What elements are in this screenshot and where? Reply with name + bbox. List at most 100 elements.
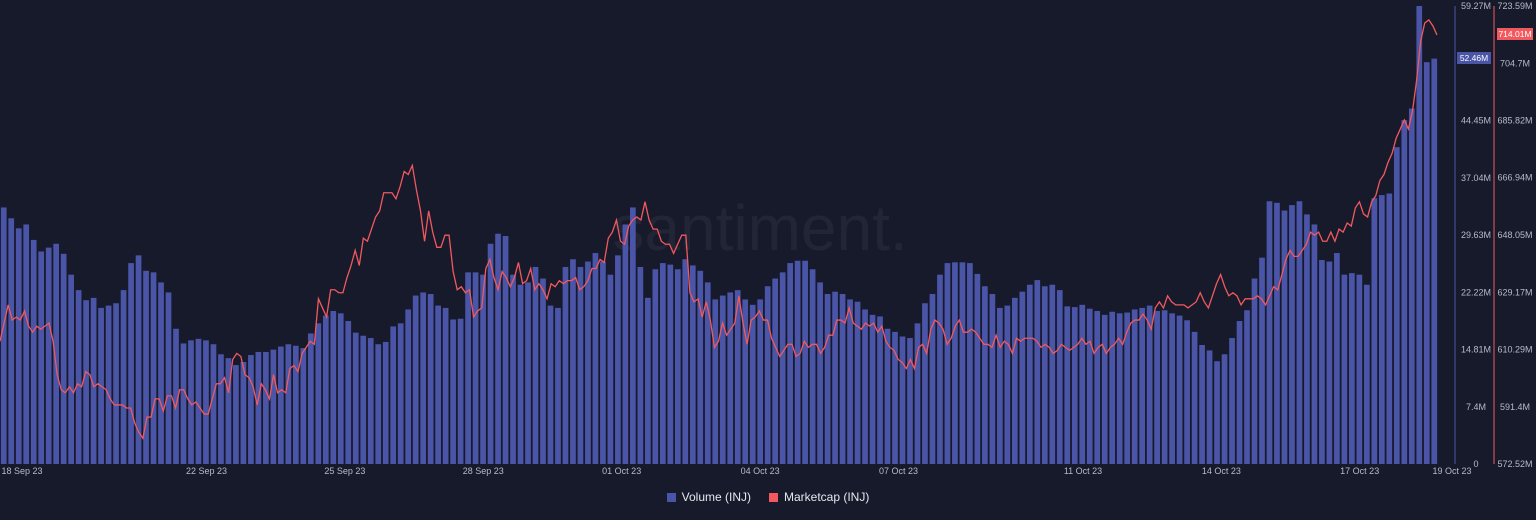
marketcap-badge-bg <box>1497 28 1533 40</box>
volume-bar <box>420 292 427 464</box>
volume-bar <box>150 272 157 464</box>
volume-bar <box>1229 338 1235 464</box>
volume-bar <box>892 331 898 464</box>
volume-bar <box>1266 201 1273 464</box>
volume-bar <box>1371 198 1378 464</box>
volume-bar <box>502 236 509 464</box>
volume-bar <box>1416 6 1423 464</box>
volume-bar <box>719 295 726 464</box>
volume-bar <box>180 343 187 464</box>
volume-bar <box>1109 311 1116 464</box>
volume-bar <box>83 300 89 464</box>
volume-bar <box>53 243 60 464</box>
volume-bar <box>8 218 15 464</box>
volume-bar <box>240 362 247 464</box>
volume-bar <box>75 290 82 464</box>
volume-bar <box>764 286 771 464</box>
volume-bar <box>607 274 614 464</box>
volume-bar <box>847 299 853 464</box>
volume-bar <box>1259 257 1265 464</box>
volume-bar <box>1199 345 1205 464</box>
volume-bar <box>592 253 599 464</box>
volume-bar <box>757 299 764 464</box>
y-axis-marketcap: 572.52M 591.4M 610.29M 629.17M 648.05M 666.94… <box>1497 1 1532 469</box>
volume-bar <box>682 259 689 464</box>
volume-bar <box>495 233 501 464</box>
volume-bar <box>307 333 314 464</box>
volume-bar <box>195 338 202 464</box>
volume-bar <box>1244 310 1250 464</box>
x-axis: 18 Sep 23 22 Sep 23 25 Sep 23 28 Sep 23 01 O… <box>1 466 1471 476</box>
volume-bar <box>1423 62 1430 465</box>
volume-bar <box>60 253 67 464</box>
marketcap-line <box>0 18 1438 440</box>
volume-bar <box>967 263 973 464</box>
volume-bar <box>1296 201 1303 464</box>
legend-item-marketcap[interactable]: Marketcap (INJ) <box>769 490 869 504</box>
volume-bars <box>0 6 1438 465</box>
y-right-tick-label: 685.82M <box>1497 116 1532 126</box>
volume-bar <box>1019 291 1026 464</box>
volume-bar <box>322 315 329 464</box>
volume-bar <box>1101 314 1108 464</box>
volume-bar <box>1408 108 1415 464</box>
volume-bar <box>854 301 861 464</box>
volume-bar <box>1154 311 1160 464</box>
volume-bar <box>263 351 269 464</box>
volume-bar <box>824 294 831 464</box>
volume-bar <box>667 264 674 464</box>
volume-bar <box>877 316 883 464</box>
volume-bar <box>869 314 876 464</box>
x-tick-label: 07 Oct 23 <box>879 466 918 476</box>
volume-bar <box>772 278 779 464</box>
x-tick-label: 11 Oct 23 <box>1064 466 1102 476</box>
volume-bar <box>1349 273 1355 464</box>
y-right-tick-label: 723.59M <box>1497 1 1532 11</box>
volume-bar <box>188 340 194 464</box>
volume-bar <box>233 365 239 464</box>
x-tick-label: 01 Oct 23 <box>602 466 641 476</box>
volume-bar <box>1281 210 1288 464</box>
volume-bar <box>1311 224 1318 464</box>
volume-bar <box>487 243 494 464</box>
volume-bar <box>1236 321 1243 464</box>
volume-bar <box>839 294 846 464</box>
y-right-tick-label: 629.17M <box>1497 287 1532 297</box>
volume-bar <box>997 307 1003 464</box>
volume-bar <box>794 260 801 464</box>
volume-bar <box>517 284 524 464</box>
y-left-tick-label: 59.27M <box>1461 1 1491 11</box>
volume-bar <box>1139 307 1146 464</box>
volume-bar <box>278 346 284 464</box>
y-right-tick-label: 666.94M <box>1497 173 1532 183</box>
volume-bar <box>1386 193 1393 465</box>
volume-badge-bg <box>1457 52 1491 64</box>
last-value-badges: 52.46M 714.01M <box>1457 28 1533 64</box>
volume-bar <box>1364 284 1370 464</box>
volume-bar <box>1041 286 1048 464</box>
legend-item-volume[interactable]: Volume (INJ) <box>666 490 751 504</box>
volume-bar <box>105 305 112 464</box>
volume-bar <box>120 290 127 464</box>
volume-bar <box>1094 311 1101 464</box>
volume-bar <box>480 274 486 464</box>
volume-bar <box>300 348 307 464</box>
x-tick-label: 22 Sep 23 <box>186 466 227 476</box>
volume-bar <box>248 355 254 464</box>
volume-bar <box>510 274 516 464</box>
legend-swatch-marketcap <box>769 492 778 502</box>
volume-bar <box>1131 309 1138 464</box>
volume-bar <box>158 282 164 464</box>
volume-bar <box>532 266 539 464</box>
volume-bar <box>367 338 374 464</box>
volume-bar <box>68 274 74 464</box>
volume-bar <box>1191 331 1198 464</box>
volume-bar <box>1064 306 1071 464</box>
volume-bar <box>113 303 119 464</box>
legend: Volume (INJ) Marketcap (INJ) <box>0 490 1536 504</box>
volume-bar <box>1221 354 1228 464</box>
volume-bar <box>382 341 389 464</box>
volume-bar <box>412 295 419 464</box>
volume-bar <box>779 272 786 464</box>
x-tick-label: 25 Sep 23 <box>324 466 365 476</box>
